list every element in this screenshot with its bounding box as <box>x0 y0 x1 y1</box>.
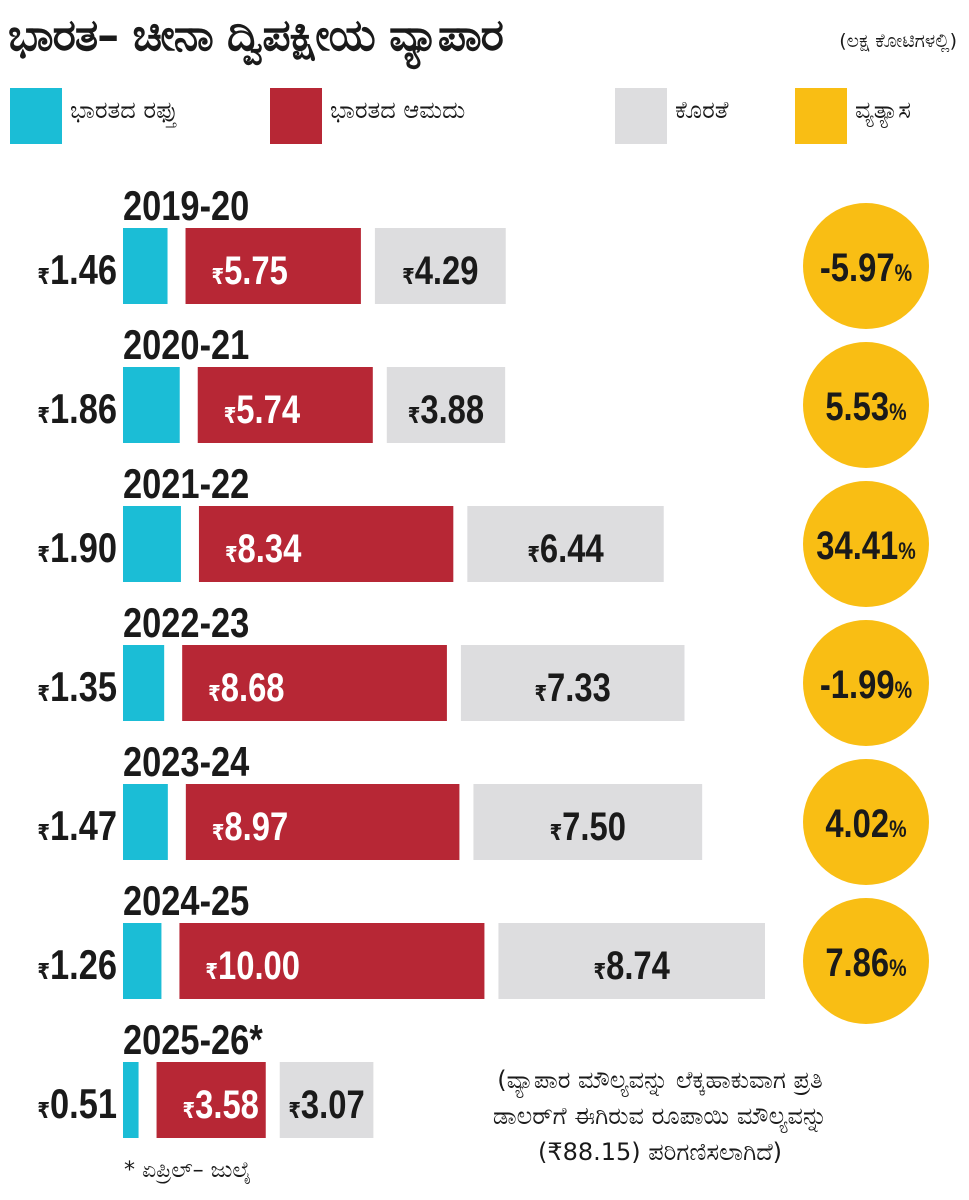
label-deficit: ₹3.88 <box>408 387 484 432</box>
year-label: 2025-26* <box>123 1017 263 1064</box>
bar-exports <box>123 784 168 860</box>
footnote: * ಏಪ್ರಿಲ್– ಜುಲೈ <box>124 1158 252 1183</box>
label-deficit: ₹4.29 <box>402 248 478 293</box>
label-exports: ₹1.90 <box>37 525 117 572</box>
legend-swatch-deficit <box>615 88 667 144</box>
label-imports: ₹8.34 <box>225 526 302 571</box>
label-deficit: ₹8.74 <box>594 943 671 988</box>
bar-imports <box>197 367 373 443</box>
label-difference: 5.53% <box>825 384 906 429</box>
legend-label-imports: ಭಾರತದ ಆಮದು <box>330 96 466 124</box>
note-line-3: (₹88.15) ಪರಿಗಣಿಸಲಾಗಿದೆ) <box>537 1138 783 1166</box>
bar-imports <box>179 923 485 999</box>
bar-exports <box>123 228 168 304</box>
label-imports: ₹8.68 <box>208 665 284 710</box>
legend-swatch-imports <box>270 88 322 144</box>
bar-imports <box>198 506 454 582</box>
chart-title: ಭಾರತ– ಚೀನಾ ದ್ವಿಪಕ್ಷೀಯ ವ್ಯಾಪಾರ <box>8 10 504 61</box>
label-difference: -1.99% <box>820 662 912 707</box>
label-difference: 7.86% <box>825 940 906 985</box>
legend-label-deficit: ಕೊರತೆ <box>675 96 729 124</box>
bar-imports <box>182 645 447 721</box>
year-label: 2023-24 <box>123 739 250 786</box>
difference-circle <box>803 342 929 468</box>
bar-imports <box>185 784 460 860</box>
label-exports: ₹0.51 <box>37 1081 117 1128</box>
legend-label-exports: ಭಾರತದ ರಫ್ತು <box>70 96 178 124</box>
bar-deficit <box>374 228 506 304</box>
label-exports: ₹1.46 <box>37 247 117 294</box>
chart-header: ಭಾರತ– ಚೀನಾ ದ್ವಿಪಕ್ಷೀಯ ವ್ಯಾಪಾರ (ಲಕ್ಷ ಕೋಟಿ… <box>8 4 963 74</box>
label-difference: 34.41% <box>816 523 916 568</box>
bar-exports <box>123 923 162 999</box>
bar-deficit <box>386 367 506 443</box>
difference-circle <box>803 203 929 329</box>
label-exports: ₹1.26 <box>37 942 117 989</box>
legend-label-difference: ವ್ಯತ್ಯಾಸ <box>855 96 911 124</box>
label-deficit: ₹3.07 <box>288 1082 364 1127</box>
bar-deficit <box>498 923 765 999</box>
bar-imports <box>156 1062 266 1138</box>
bar-exports <box>123 645 165 721</box>
year-label: 2020-21 <box>123 322 249 369</box>
legend: ಭಾರತದ ರಫ್ತು ಭಾರತದ ಆಮದು ಕೊರತೆ ವ್ಯತ್ಯಾಸ <box>0 88 969 148</box>
note-line-2: ಡಾಲರ್‌ಗೆ ಈಗಿರುವ ರೂಪಾಯಿ ಮೌಲ್ಯವನ್ನು <box>492 1102 828 1130</box>
bar-imports <box>185 228 361 304</box>
label-imports: ₹3.58 <box>183 1082 259 1127</box>
difference-circle <box>803 620 929 746</box>
year-label: 2021-22 <box>123 461 249 508</box>
label-exports: ₹1.86 <box>37 386 117 433</box>
exchange-rate-note: (ವ್ಯಾಪಾರ ಮೌಲ್ಯವನ್ನು ಲೆಕ್ಕಹಾಕುವಾಗ ಪ್ರತಿ ಡ… <box>380 1062 940 1170</box>
bar-deficit <box>467 506 664 582</box>
label-exports: ₹1.47 <box>37 803 117 850</box>
legend-swatch-difference <box>795 88 847 144</box>
label-imports: ₹10.00 <box>205 943 300 988</box>
bar-deficit <box>473 784 703 860</box>
year-label: 2024-25 <box>123 878 249 925</box>
label-difference: 4.02% <box>825 801 906 846</box>
difference-circle <box>803 759 929 885</box>
label-deficit: ₹6.44 <box>527 526 604 571</box>
legend-swatch-exports <box>10 88 62 144</box>
note-line-1: (ವ್ಯಾಪಾರ ಮೌಲ್ಯವನ್ನು ಲೆಕ್ಕಹಾಕುವಾಗ ಪ್ರತಿ <box>497 1066 823 1094</box>
year-label: 2022-23 <box>123 600 249 647</box>
label-imports: ₹8.97 <box>212 804 288 849</box>
bar-deficit <box>460 645 685 721</box>
bar-deficit <box>279 1062 374 1138</box>
bar-exports <box>123 506 181 582</box>
chart-unit-note: (ಲಕ್ಷ ಕೋಟಿಗಳಲ್ಲಿ) <box>839 30 957 52</box>
label-deficit: ₹7.33 <box>535 665 611 710</box>
label-difference: -5.97% <box>820 245 912 290</box>
difference-circle <box>803 898 929 1024</box>
difference-circle <box>803 481 929 607</box>
bar-exports <box>123 367 180 443</box>
label-exports: ₹1.35 <box>37 664 117 711</box>
year-label: 2019-20 <box>123 183 249 230</box>
label-deficit: ₹7.50 <box>550 804 626 849</box>
label-imports: ₹5.74 <box>224 387 301 432</box>
bar-exports <box>123 1062 139 1138</box>
label-imports: ₹5.75 <box>212 248 288 293</box>
